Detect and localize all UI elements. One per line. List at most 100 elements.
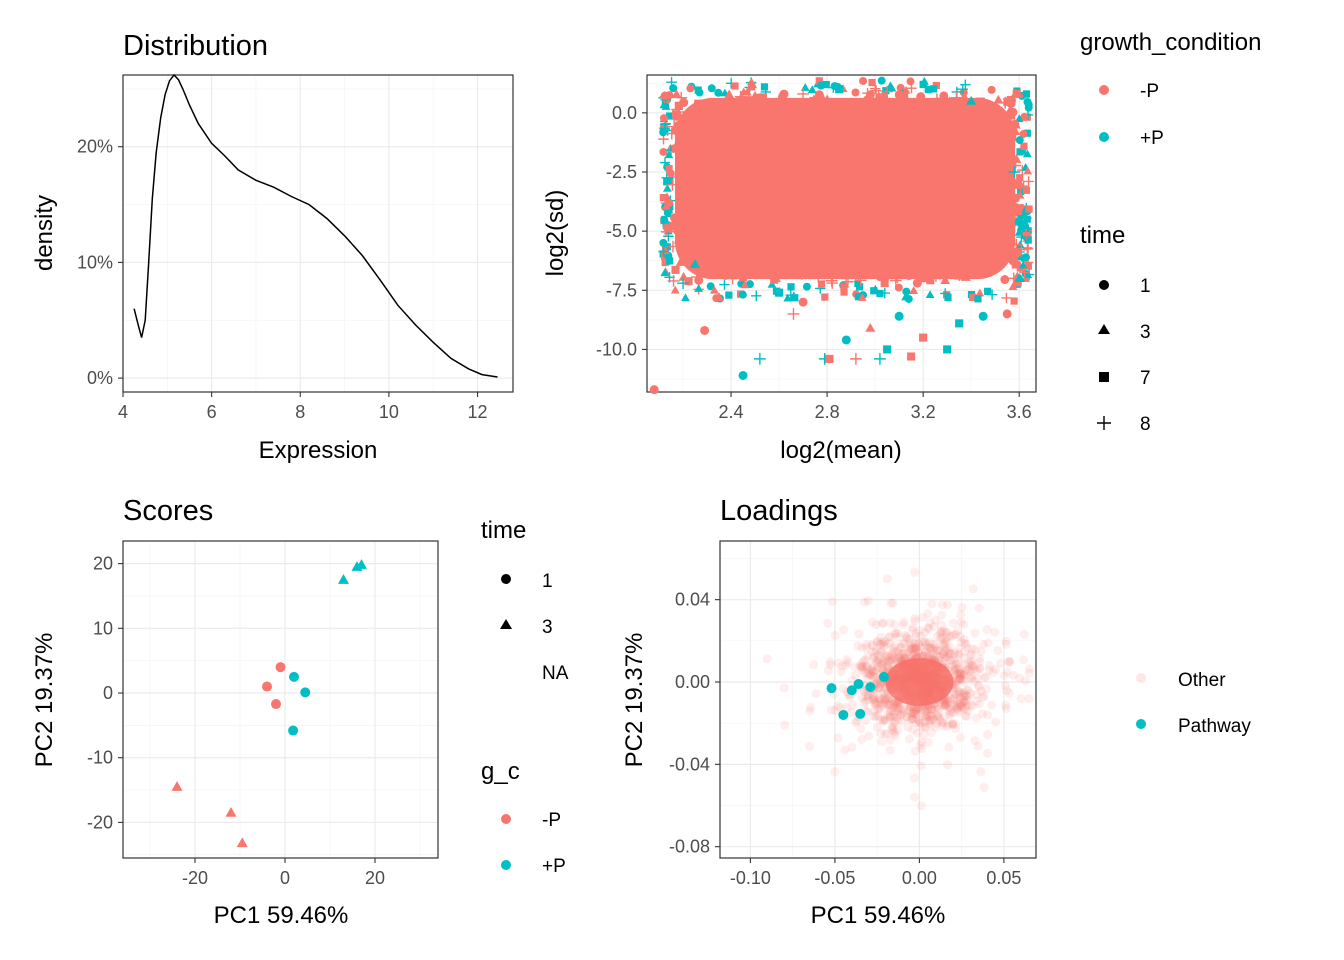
other-point — [834, 733, 843, 742]
fringe-point — [840, 283, 847, 290]
other-point — [953, 626, 962, 635]
score-point — [276, 662, 286, 672]
other-point — [862, 662, 871, 671]
edge-point — [913, 279, 922, 288]
edge-point — [1000, 275, 1009, 284]
fringe-point — [852, 89, 860, 97]
other-point — [823, 619, 832, 628]
outlier-point — [754, 353, 766, 365]
other-point — [954, 689, 963, 698]
other-point — [937, 685, 946, 694]
y-tick-label: 0% — [87, 368, 113, 388]
other-point — [899, 708, 908, 717]
other-point — [805, 742, 814, 751]
fringe-point — [974, 295, 981, 302]
other-point — [899, 618, 908, 627]
legend-scores-time-3-label: 3 — [542, 617, 553, 638]
legend-time-1-label: 1 — [1140, 276, 1151, 297]
other-point — [957, 638, 966, 647]
other-point — [900, 654, 909, 663]
fringe-point — [731, 82, 738, 89]
other-point — [780, 720, 789, 729]
legend-other-key — [1136, 673, 1146, 683]
y-tick-label: 0.00 — [675, 672, 710, 692]
other-point — [827, 705, 836, 714]
other-point — [824, 666, 833, 675]
fringe-point — [660, 114, 668, 122]
fringe-point — [708, 84, 716, 92]
other-point — [943, 760, 952, 769]
fringe-point — [1011, 297, 1018, 304]
other-point — [851, 718, 860, 727]
legend-scores-plus-p-label: +P — [542, 856, 566, 877]
legend-pathway-label: Pathway — [1178, 716, 1251, 737]
other-point — [977, 647, 986, 656]
other-point — [780, 683, 789, 692]
legend-scores-gc-title: g_c — [481, 758, 520, 785]
score-point — [289, 672, 299, 682]
fringe-point — [821, 293, 828, 300]
other-point — [928, 639, 937, 648]
other-point — [917, 761, 926, 770]
other-point — [900, 673, 909, 682]
edge-point — [685, 277, 693, 285]
edge-point — [1012, 260, 1020, 268]
fringe-point — [686, 84, 694, 92]
other-point — [957, 603, 966, 612]
other-point — [972, 697, 981, 706]
legend-time-1-key — [1099, 280, 1109, 290]
other-point — [847, 708, 856, 717]
y-tick-label: -5.0 — [606, 221, 637, 241]
other-point — [805, 707, 814, 716]
other-point — [857, 735, 866, 744]
other-point — [935, 652, 944, 661]
fringe-point — [818, 280, 825, 287]
other-point — [913, 683, 922, 692]
other-point — [839, 625, 848, 634]
outlier-point — [979, 312, 988, 321]
legend-plus-p-label: +P — [1140, 128, 1164, 149]
other-point — [952, 670, 961, 679]
mean-sd-panel: 2.4 2.8 3.2 3.60.0-2.5-5.0-7.5-10.0 log2(me… — [542, 75, 1036, 464]
scores-ylabel: PC2 19.37% — [31, 633, 58, 768]
x-tick-label: -20 — [182, 868, 208, 888]
mean-sd-xlabel: log2(mean) — [780, 437, 901, 464]
fringe-point — [878, 77, 886, 85]
score-point — [262, 682, 272, 692]
other-point — [971, 629, 980, 638]
other-point — [885, 632, 894, 641]
other-point — [905, 698, 914, 707]
fringe-point — [1016, 136, 1024, 144]
x-tick-label: 12 — [468, 402, 488, 422]
x-tick-label: -0.10 — [730, 868, 771, 888]
outlier-point — [955, 319, 963, 327]
other-point — [983, 730, 992, 739]
dense-point-cloud — [675, 98, 1015, 279]
other-point — [910, 568, 919, 577]
other-point — [961, 703, 970, 712]
density-line — [134, 75, 497, 377]
distribution-xlabel: Expression — [259, 437, 378, 464]
other-point — [911, 629, 920, 638]
edge-point — [673, 113, 681, 121]
legend-time-7-key — [1099, 372, 1109, 382]
edge-point — [759, 93, 767, 101]
fringe-point — [1025, 205, 1032, 212]
fringe-point — [984, 288, 991, 295]
y-tick-label: 10% — [77, 252, 113, 272]
legend-top: growth_condition -P +P time 1 3 7 8 — [1080, 29, 1261, 435]
pathway-point — [827, 683, 837, 693]
other-point — [910, 639, 919, 648]
other-point — [910, 614, 919, 623]
other-point — [864, 670, 873, 679]
x-tick-label: 0 — [280, 868, 290, 888]
other-point — [879, 659, 888, 668]
other-point — [913, 695, 922, 704]
x-tick-label: -0.05 — [814, 868, 855, 888]
legend-scores: time 1 3 NA g_c -P +P — [481, 517, 569, 877]
other-point — [889, 670, 898, 679]
other-point — [888, 598, 897, 607]
x-tick-label: 0.00 — [902, 868, 937, 888]
other-point — [914, 716, 923, 725]
scores-panel: Scores -20 0 2020100-10-20 PC1 59.46% PC2 … — [31, 495, 438, 929]
